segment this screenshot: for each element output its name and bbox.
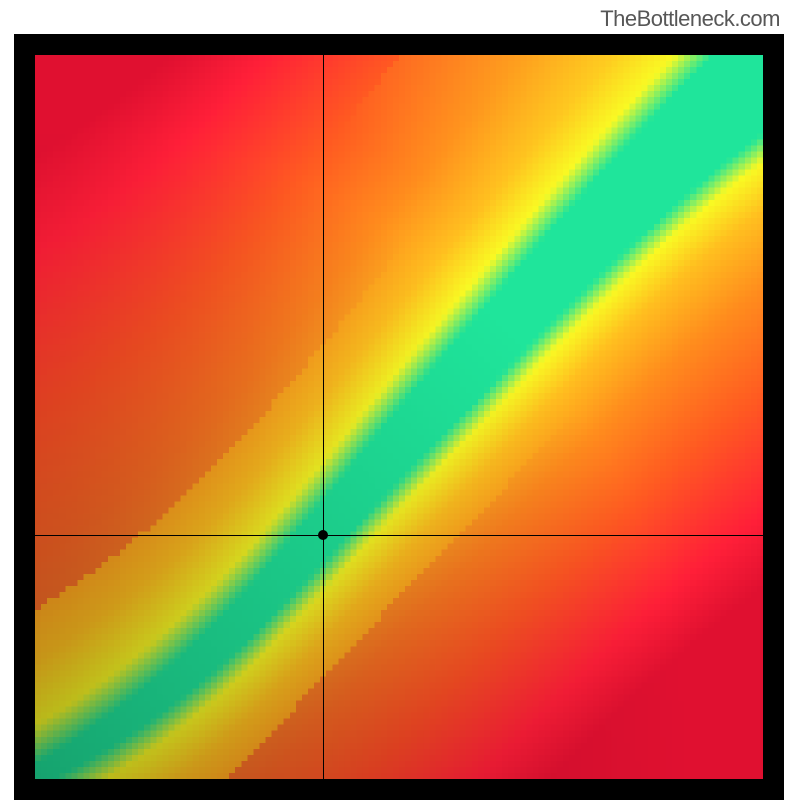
crosshair-vertical (323, 55, 324, 779)
crosshair-horizontal (35, 535, 763, 536)
heatmap-canvas (35, 55, 763, 779)
plot-outer-frame (14, 34, 784, 800)
root-container: TheBottleneck.com (0, 0, 800, 800)
crosshair-marker (318, 530, 328, 540)
plot-area (35, 55, 763, 779)
attribution-text: TheBottleneck.com (600, 6, 780, 32)
